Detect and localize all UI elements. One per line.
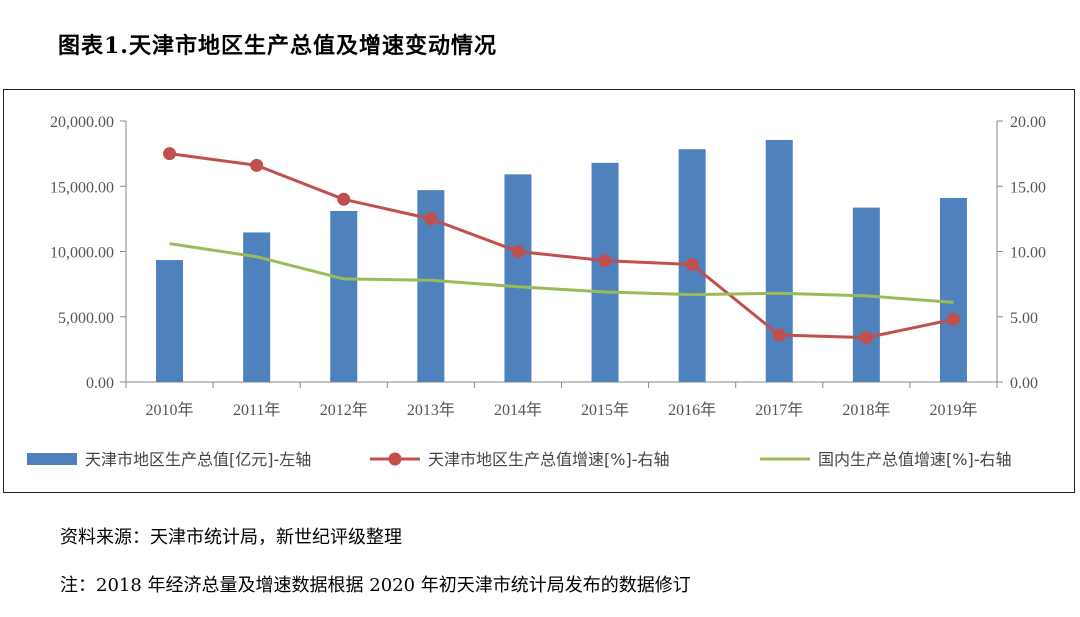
x-tick-label: 2017年 — [755, 401, 803, 419]
left-tick-label: 0.00 — [86, 375, 114, 392]
footnote-note: 注：2018 年经济总量及增速数据根据 2020 年初天津市统计局发布的数据修订 — [60, 575, 691, 596]
legend-swatch-marker — [388, 452, 402, 466]
series-point — [511, 245, 525, 258]
legend-label: 天津市地区生产总值增速[%]-右轴 — [428, 450, 669, 469]
left-tick-label: 15,000.00 — [50, 179, 114, 196]
bar — [591, 162, 619, 382]
series-point — [424, 212, 438, 226]
series-point — [859, 331, 873, 345]
x-tick-label: 2016年 — [668, 401, 716, 419]
chart-frame — [3, 89, 1075, 493]
chart-axes: 0.00 5,000.00 10,000.00 15,000.00 20,000.00 0… — [50, 114, 1046, 392]
series-line-2 — [169, 242, 954, 304]
left-tick-label: 5,000.00 — [58, 310, 114, 327]
x-tick-label: 2013年 — [407, 401, 455, 419]
legend-swatch-bar — [27, 453, 77, 465]
chart-legend: 天津市地区生产总值[亿元]-左轴 天津市地区生产总值增速[%]-右轴 国内生产总值增… — [27, 450, 1011, 469]
chart-svg: 0.00 5,000.00 10,000.00 15,000.00 20,000.00 0… — [27, 114, 1046, 469]
x-tick-label: 2015年 — [581, 401, 629, 419]
bar — [765, 139, 793, 382]
legend-label: 国内生产总值增速[%]-右轴 — [818, 450, 1011, 469]
series-point — [685, 258, 699, 272]
right-tick-label: 5.00 — [1010, 310, 1038, 327]
series-point — [772, 328, 786, 342]
bar — [504, 174, 532, 382]
legend-label: 天津市地区生产总值[亿元]-左轴 — [85, 450, 311, 469]
bar — [939, 197, 967, 382]
series-line-1 — [169, 152, 954, 340]
right-tick-label: 20.00 — [1010, 114, 1046, 131]
right-tick-label: 0.00 — [1010, 375, 1038, 392]
series-point — [946, 312, 960, 326]
bar — [330, 210, 358, 382]
line-series — [163, 147, 960, 345]
x-tick-label: 2012年 — [320, 401, 368, 419]
series-point — [337, 192, 351, 206]
x-tick-label: 2010年 — [146, 401, 194, 419]
source-note: 资料来源：天津市统计局，新世纪评级整理 — [60, 527, 402, 548]
series-point — [250, 158, 264, 172]
series-point — [163, 147, 177, 161]
right-tick-label: 10.00 — [1010, 245, 1046, 262]
chart-title: 图表1.天津市地区生产总值及增速变动情况 — [58, 33, 497, 59]
x-tick-label: 2019年 — [929, 401, 977, 419]
right-tick-label: 15.00 — [1010, 179, 1046, 196]
series-point — [598, 254, 612, 268]
left-tick-label: 10,000.00 — [50, 245, 114, 262]
bar — [156, 260, 184, 382]
x-axis-labels: 2010年 2011年 2012年 2013年 2014年 2015年 2016年 2017年… — [146, 401, 978, 419]
x-tick-label: 2018年 — [842, 401, 890, 419]
x-tick-label: 2011年 — [233, 401, 280, 419]
x-tick-label: 2014年 — [494, 401, 542, 419]
left-tick-label: 20,000.00 — [50, 114, 114, 131]
